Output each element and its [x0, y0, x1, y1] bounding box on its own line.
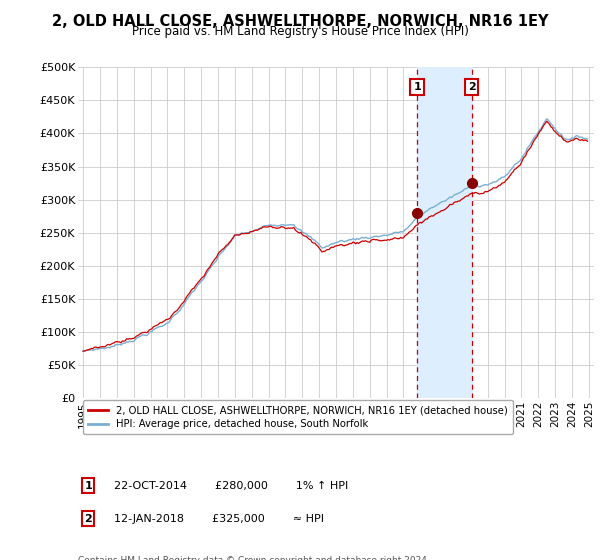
- Text: 22-OCT-2014        £280,000        1% ↑ HPI: 22-OCT-2014 £280,000 1% ↑ HPI: [114, 480, 349, 491]
- Text: 2: 2: [468, 82, 475, 92]
- Text: 2: 2: [85, 514, 92, 524]
- Text: Contains HM Land Registry data © Crown copyright and database right 2024.
This d: Contains HM Land Registry data © Crown c…: [78, 556, 430, 560]
- Legend: 2, OLD HALL CLOSE, ASHWELLTHORPE, NORWICH, NR16 1EY (detached house), HPI: Avera: 2, OLD HALL CLOSE, ASHWELLTHORPE, NORWIC…: [83, 400, 513, 435]
- Bar: [417, 67, 472, 398]
- Text: 2, OLD HALL CLOSE, ASHWELLTHORPE, NORWICH, NR16 1EY: 2, OLD HALL CLOSE, ASHWELLTHORPE, NORWIC…: [52, 14, 548, 29]
- Text: 12-JAN-2018        £325,000        ≈ HPI: 12-JAN-2018 £325,000 ≈ HPI: [114, 514, 324, 524]
- Text: 1: 1: [85, 480, 92, 491]
- Text: Price paid vs. HM Land Registry's House Price Index (HPI): Price paid vs. HM Land Registry's House …: [131, 25, 469, 38]
- Text: 1: 1: [413, 82, 421, 92]
